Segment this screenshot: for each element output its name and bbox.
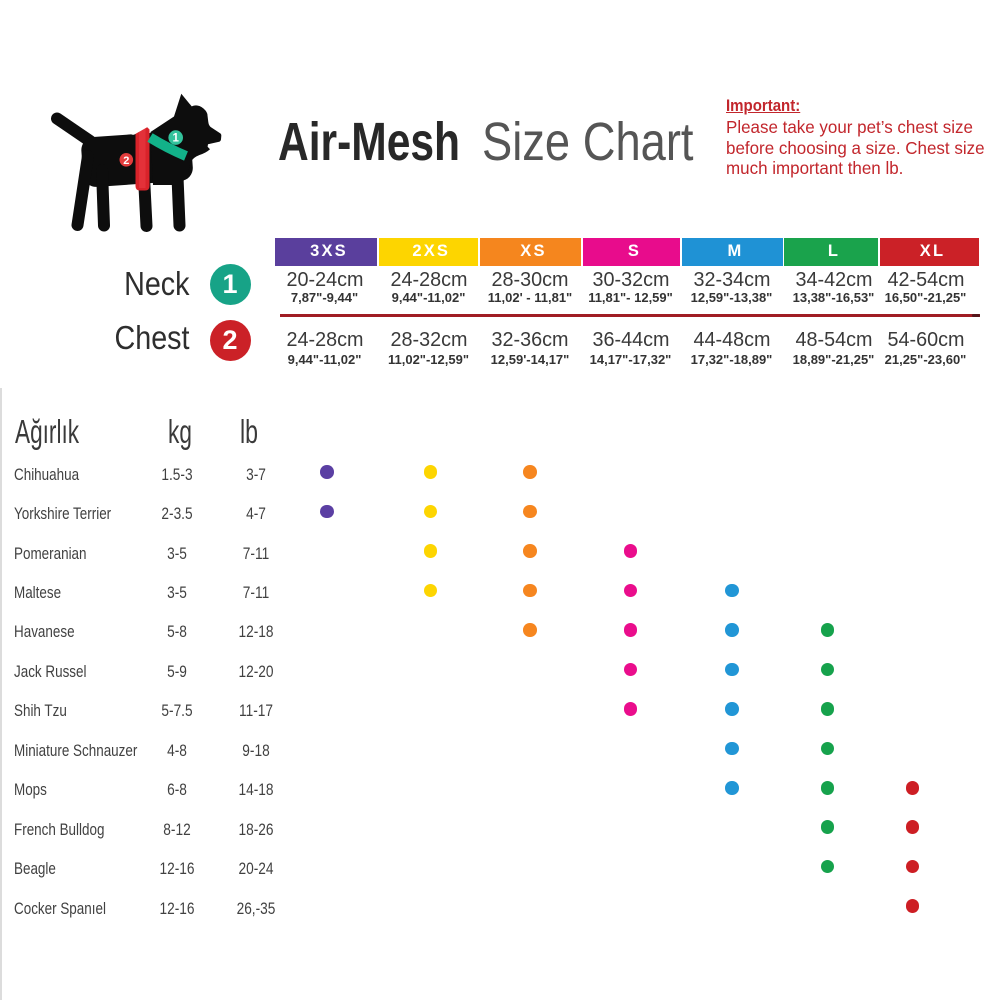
svg-text:1: 1 [172,133,179,145]
svg-text:2: 2 [123,155,129,167]
